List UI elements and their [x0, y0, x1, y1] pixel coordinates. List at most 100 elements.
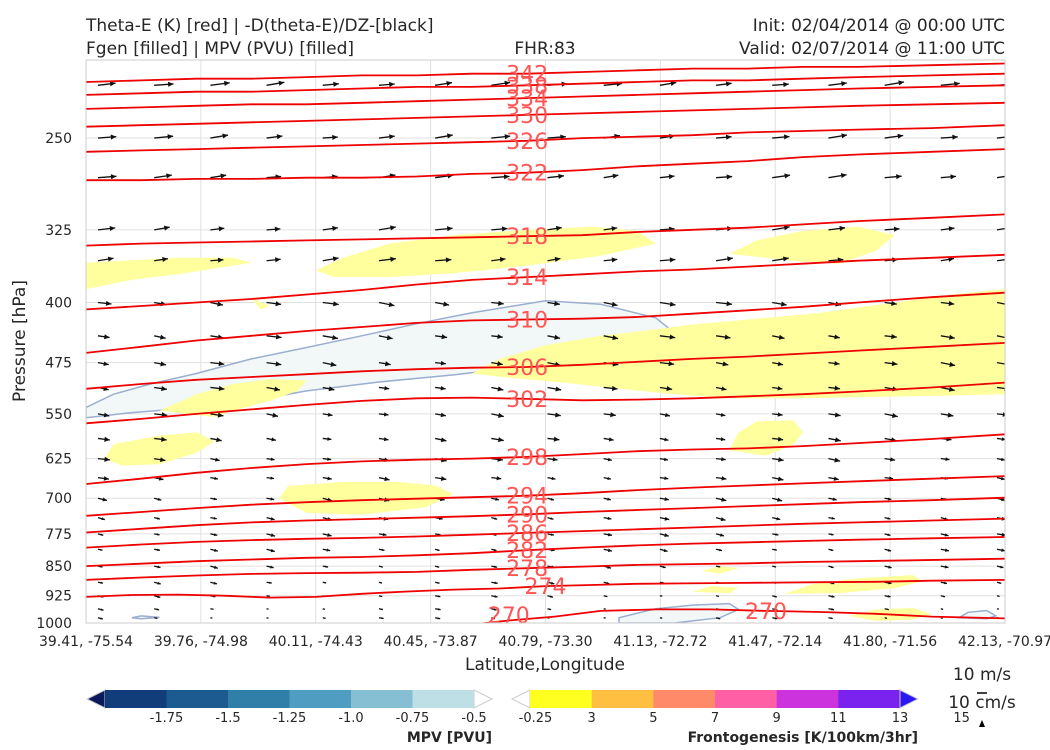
wind-vector — [154, 517, 161, 520]
wind-vector — [266, 548, 276, 553]
wind-vector — [547, 533, 555, 536]
wind-vector — [435, 412, 446, 418]
x-tick-label: 42.13, -70.97 — [958, 634, 1050, 650]
wind-vector — [322, 256, 339, 262]
theta-e-contour-318 — [86, 213, 1005, 247]
x-tick-label: 39.76, -74.98 — [154, 634, 248, 650]
theta-e-contour-298 — [86, 433, 1005, 485]
wind-vector — [884, 174, 902, 180]
wind-vector — [434, 565, 440, 568]
contour-label: 322 — [506, 162, 548, 187]
wind-vector — [828, 173, 847, 179]
wind-vector — [828, 516, 835, 520]
wind-vector — [884, 334, 897, 340]
mpv-fill-region — [131, 615, 160, 620]
colorbar-mpv: -1.75 -1.5 -1.25 -1.0 -0.75 -0.5 -0.25 MPV [PVU… — [85, 689, 552, 746]
wind-vector — [940, 581, 948, 585]
wind-vector — [603, 412, 616, 418]
wind-vector — [603, 385, 618, 391]
y-tick-label: 775 — [45, 527, 72, 543]
wind-vector — [772, 608, 778, 611]
wind-vector — [715, 517, 726, 522]
wind-vector — [715, 595, 720, 598]
wind-vector — [210, 548, 219, 552]
frontogenesis-fill-region — [315, 226, 656, 278]
frontogenesis-fill-region — [784, 575, 923, 594]
wind-vector — [154, 608, 160, 611]
wind-vector — [547, 608, 552, 611]
wind-vector — [547, 386, 562, 392]
wind-vector — [378, 565, 383, 568]
wind-vector — [210, 361, 225, 367]
wind-vector — [435, 608, 441, 611]
wind-vector — [828, 385, 841, 391]
wind-vector — [322, 608, 326, 610]
wind-vector — [378, 385, 390, 391]
init-time: Init: 02/04/2014 @ 00:00 UTC — [753, 16, 1005, 36]
wind-vector — [154, 385, 167, 392]
colorbar-tick: 9 — [773, 711, 781, 726]
colorbar-frontogenesis: 3 5 7 9 11 13 15 Frontogenesis [K/100km/3hr] — [510, 689, 970, 746]
wind-vector — [828, 225, 846, 232]
wind-vector — [772, 548, 777, 551]
y-tick-label: 925 — [45, 589, 72, 605]
contour-label: 334 — [506, 87, 548, 112]
colorbar-tick: 15 — [953, 711, 970, 726]
wind-vector — [715, 334, 731, 340]
wind-vector — [715, 412, 726, 417]
wind-vector — [715, 497, 727, 502]
wind-vector — [322, 581, 327, 584]
wind-vector — [435, 334, 448, 340]
wind-vector — [154, 334, 166, 340]
wind-vector — [210, 617, 213, 619]
wind-vector — [491, 608, 497, 611]
wind-vector — [210, 608, 214, 610]
theta-e-contour-306 — [86, 342, 1005, 390]
contour-label: 302 — [506, 388, 548, 413]
wind-vector — [154, 225, 170, 231]
colorbar-tick: 7 — [711, 711, 719, 726]
y-tick-label: 700 — [45, 491, 72, 507]
wind-vector — [434, 437, 447, 443]
wind-vector — [210, 437, 222, 443]
x-tick-label: 39.41, -75.54 — [39, 634, 133, 650]
wind-vector — [659, 361, 675, 367]
contour-label: 270 — [745, 600, 787, 625]
wind-vector — [603, 617, 606, 619]
wind-vector — [491, 581, 498, 585]
wind-vector — [97, 456, 111, 462]
wind-vector — [154, 497, 162, 501]
wind-vector — [210, 476, 219, 481]
wind-vector — [884, 413, 898, 419]
wind-vector — [884, 300, 897, 306]
wind-vector — [659, 412, 671, 418]
wind-vector — [940, 457, 950, 461]
theta-e-contour-282 — [86, 536, 1005, 567]
wind-vector — [715, 386, 727, 391]
wind-vector — [210, 516, 217, 520]
wind-vector — [322, 533, 332, 537]
wind-vector — [940, 81, 960, 87]
wind-vector — [772, 386, 783, 391]
wind-vector — [547, 436, 560, 442]
contour-label: 282 — [506, 539, 548, 564]
wind-vector — [772, 256, 789, 262]
wind-vector — [210, 301, 224, 307]
y-tick-label: 550 — [45, 407, 72, 423]
wind-vector — [772, 565, 777, 568]
wind-vector — [996, 227, 1005, 231]
wind-vector — [715, 361, 729, 367]
wind-vector — [996, 437, 1005, 442]
wind-vector — [322, 361, 337, 367]
wind-vector — [154, 457, 166, 463]
wind-vector — [603, 335, 619, 341]
wind-vector — [378, 335, 393, 341]
wind-vector — [772, 533, 779, 536]
wind-vector — [491, 134, 511, 140]
wind-vector — [659, 516, 670, 521]
wind-vector — [97, 361, 109, 367]
wind-vector — [378, 532, 387, 537]
wind-vector — [378, 617, 384, 620]
